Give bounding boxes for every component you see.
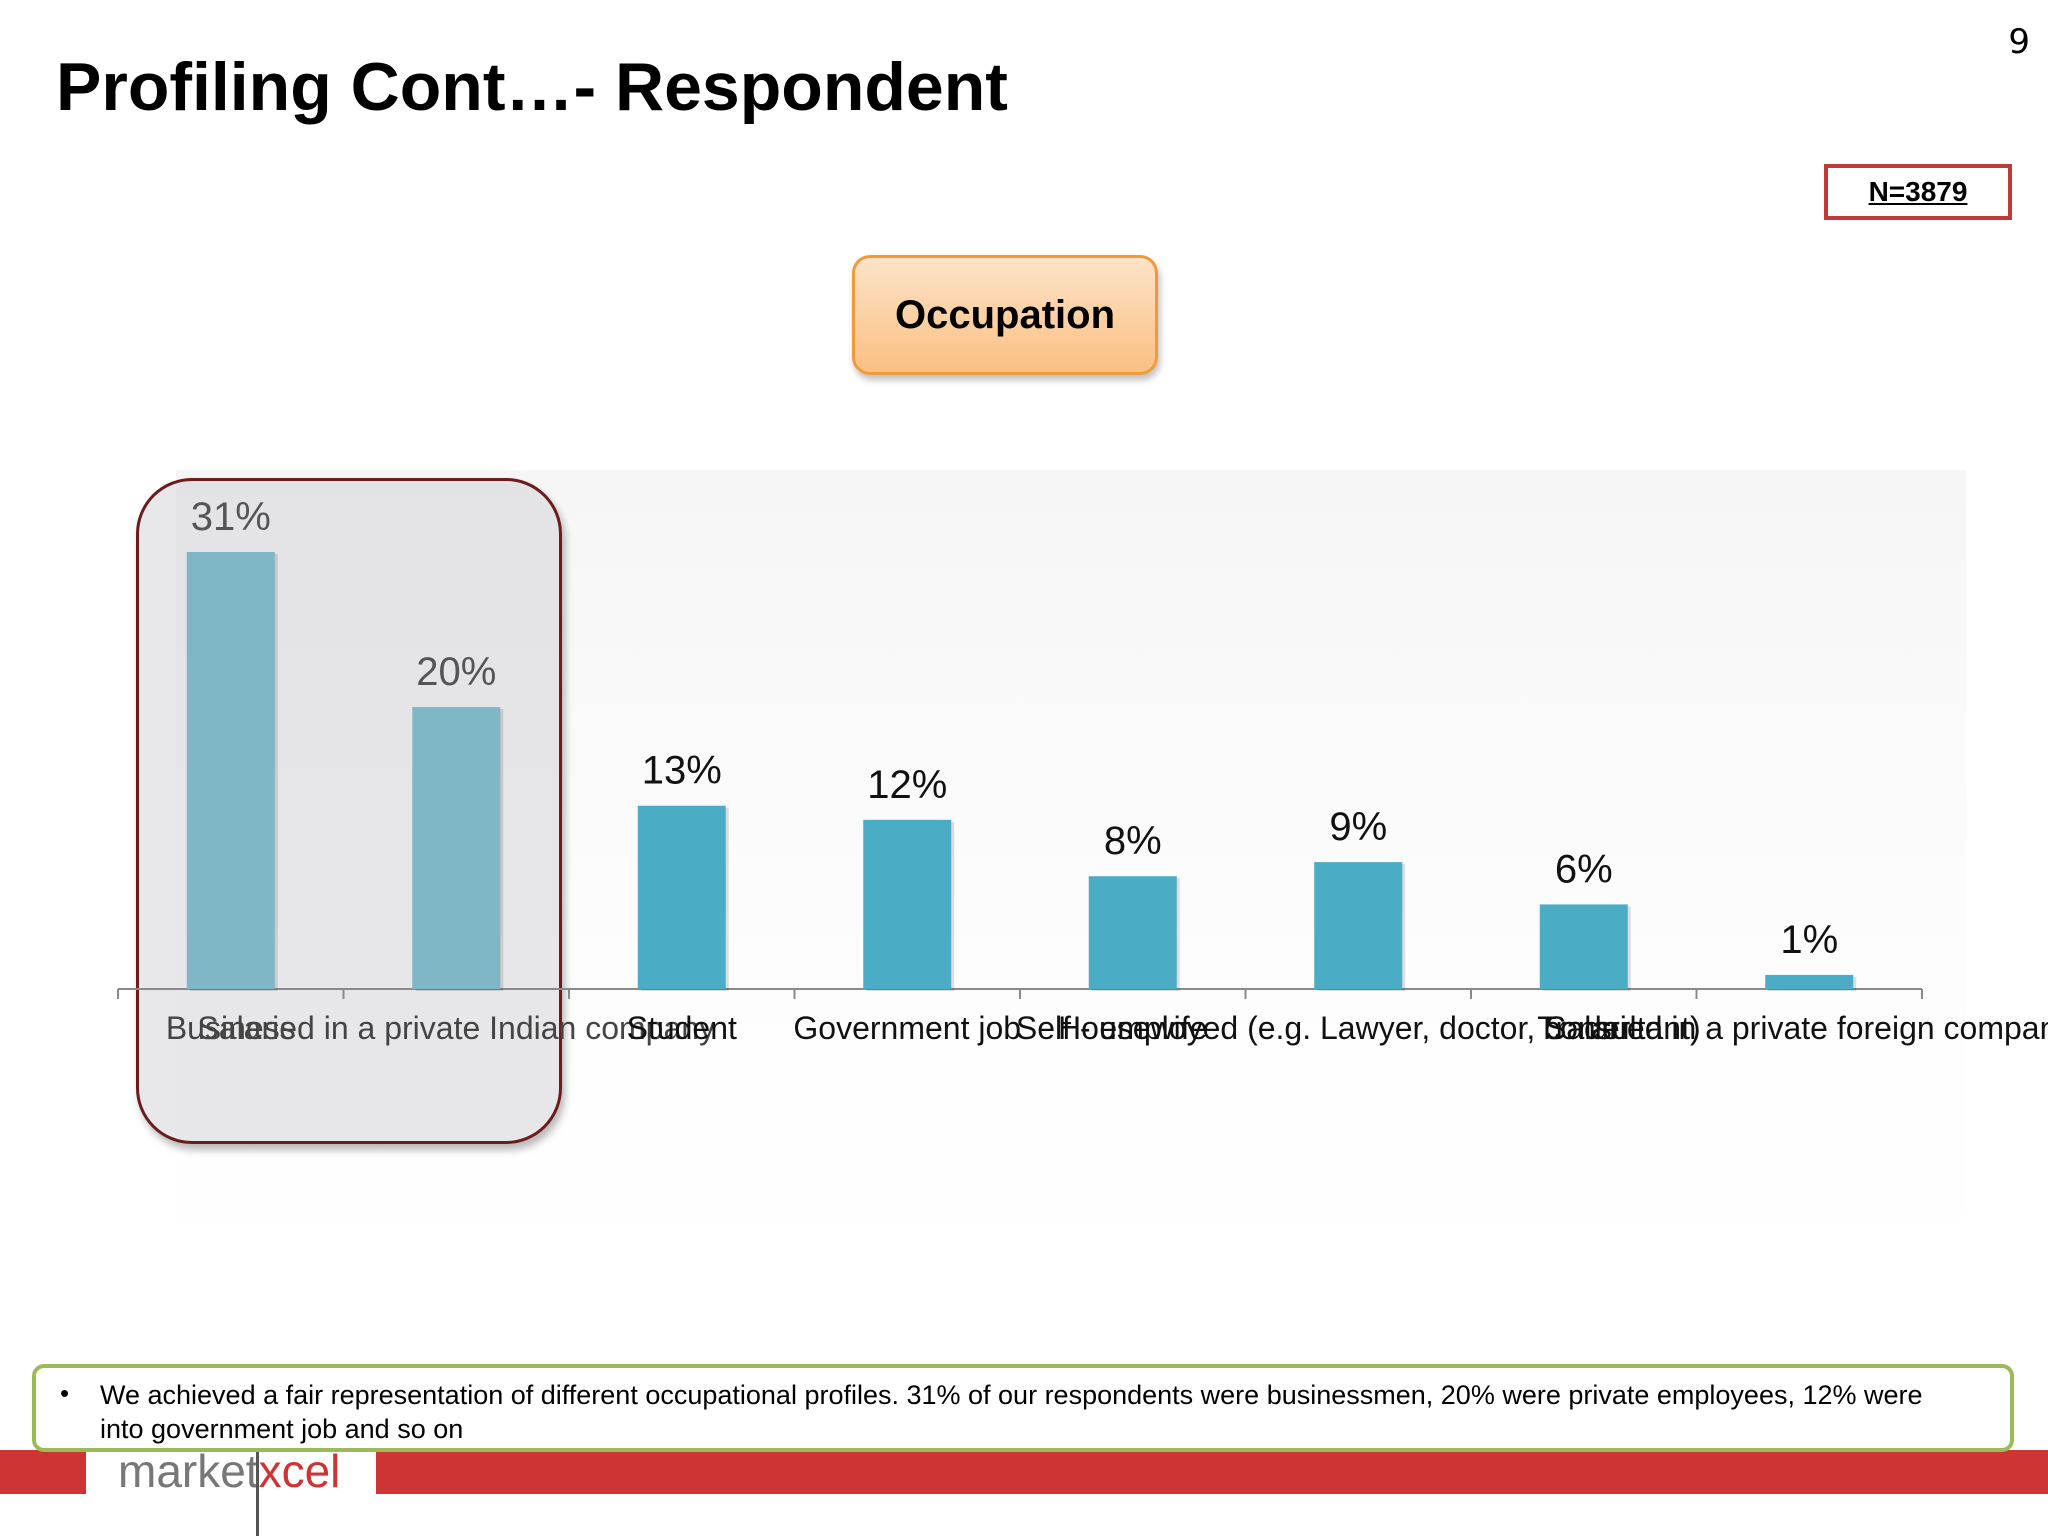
logo-text-market: market [118,1445,259,1497]
data-label: 1% [1780,918,1838,962]
summary-note: • We achieved a fair representation of d… [32,1364,2014,1452]
category-label: Self - employed (e.g. Lawyer, doctor, co… [1016,1010,1701,1046]
category-label: Business [166,1010,296,1046]
category-label: Student [627,1010,737,1046]
bar [637,805,726,989]
data-label: 31% [191,495,271,539]
bar [412,707,501,989]
chart-heading: Occupation [852,255,1158,375]
company-logo: marketxcel [118,1444,340,1498]
category-label: Government job [793,1010,1021,1046]
category-label: Salaried in a private foreign company [1545,1010,2048,1046]
data-label: 8% [1104,819,1162,863]
sample-size-badge: N=3879 [1824,164,2012,220]
summary-note-text: We achieved a fair representation of dif… [100,1380,1923,1444]
category-label: Salaried in a private Indian company [197,1010,715,1046]
category-label: Housewife [1058,1010,1207,1046]
logo-divider [256,1452,259,1536]
bar [1314,862,1403,989]
bar [1765,974,1854,989]
data-label: 12% [867,763,947,807]
data-label: 6% [1555,847,1613,891]
bar [1088,876,1177,989]
bullet-icon: • [60,1378,70,1408]
slide-title: Profiling Cont…- Respondent [56,49,1008,125]
page-number: 9 [2008,22,2030,62]
data-label: 20% [416,650,496,694]
bar [186,552,275,989]
category-label: Trader [1537,1010,1630,1046]
data-label: 13% [642,749,722,793]
logo-text-xcel: xcel [258,1445,341,1497]
bar [1539,904,1628,989]
data-label: 9% [1329,805,1387,849]
bar [863,819,952,989]
